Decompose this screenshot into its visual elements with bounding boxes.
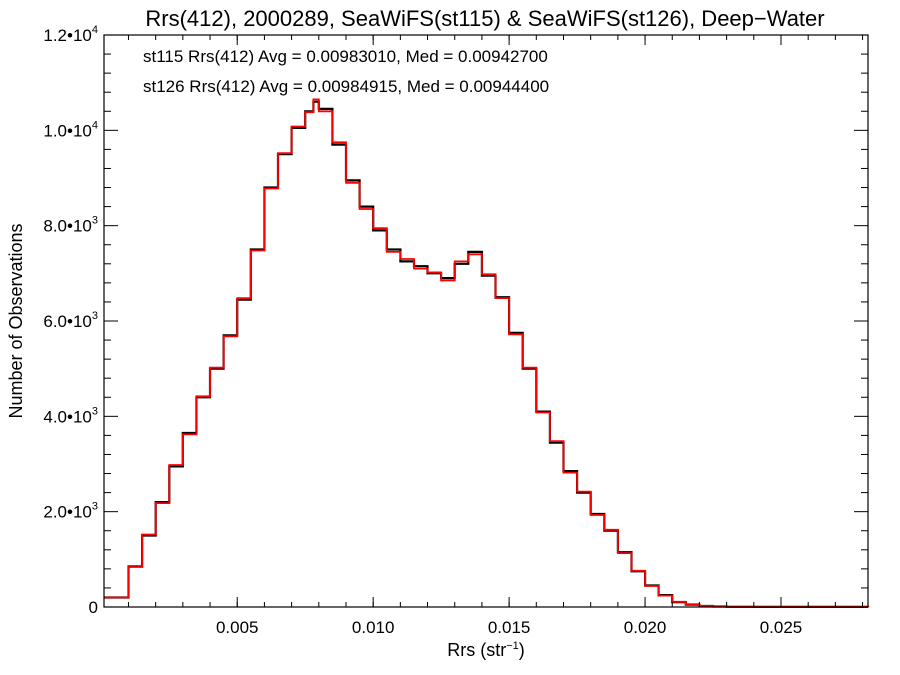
- y-tick-label-6: 1.2•104: [43, 24, 98, 45]
- series-line-0: [104, 100, 870, 608]
- x-axis-label-base: Rrs (str: [447, 640, 506, 660]
- y-tick-label-3: 6.0•103: [43, 310, 98, 331]
- x-axis-label-tail: ): [519, 640, 525, 660]
- y-tick-label-5: 1.0•104: [43, 119, 98, 140]
- y-axis-label: Number of Observations: [6, 223, 26, 418]
- x-axis-label-sup: −1: [506, 640, 519, 652]
- x-tick-label-1: 0.010: [352, 618, 395, 637]
- series-line-1: [104, 98, 869, 608]
- plot-frame: [103, 34, 869, 608]
- y-axis-ticks: 0 2.0•103 4.0•103 6.0•103 8.0•103 1.0•104 1.2•…: [43, 24, 868, 617]
- x-tick-label-3: 0.020: [624, 618, 667, 637]
- chart-title: Rrs(412), 2000289, SeaWiFS(st115) & SeaW…: [145, 6, 824, 31]
- x-tick-label-2: 0.015: [488, 618, 531, 637]
- x-axis-ticks: 0.005 0.010 0.015 0.020 0.025: [127, 35, 864, 637]
- stats-annotation-st126: st126 Rrs(412) Avg = 0.00984915, Med = 0…: [143, 77, 549, 96]
- y-tick-label-4: 8.0•103: [43, 215, 98, 236]
- series-layer: [104, 98, 870, 608]
- y-tick-label-0: 0: [89, 598, 98, 617]
- x-axis-label: Rrs (str−1): [447, 640, 525, 660]
- y-tick-label-1: 2.0•103: [43, 501, 98, 522]
- x-tick-label-0: 0.005: [216, 618, 259, 637]
- y-tick-label-2: 4.0•103: [43, 405, 98, 426]
- x-tick-label-4: 0.025: [760, 618, 803, 637]
- stats-annotation-st115: st115 Rrs(412) Avg = 0.00983010, Med = 0…: [143, 47, 548, 66]
